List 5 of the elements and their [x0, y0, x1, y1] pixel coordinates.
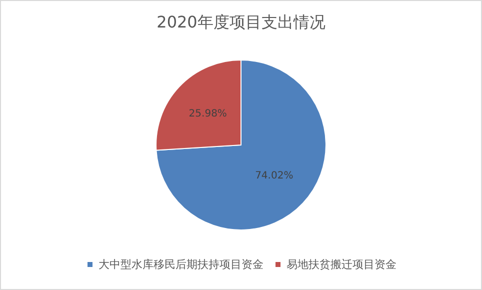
data-label: 25.98% — [188, 108, 227, 120]
legend-label: 易地扶贫搬迁项目资金 — [286, 258, 396, 271]
chart-title: 2020年度项目支出情况 — [156, 12, 326, 32]
data-label: 74.02% — [255, 170, 294, 182]
legend-label: 大中型水库移民后期扶持项目资金 — [98, 258, 264, 271]
